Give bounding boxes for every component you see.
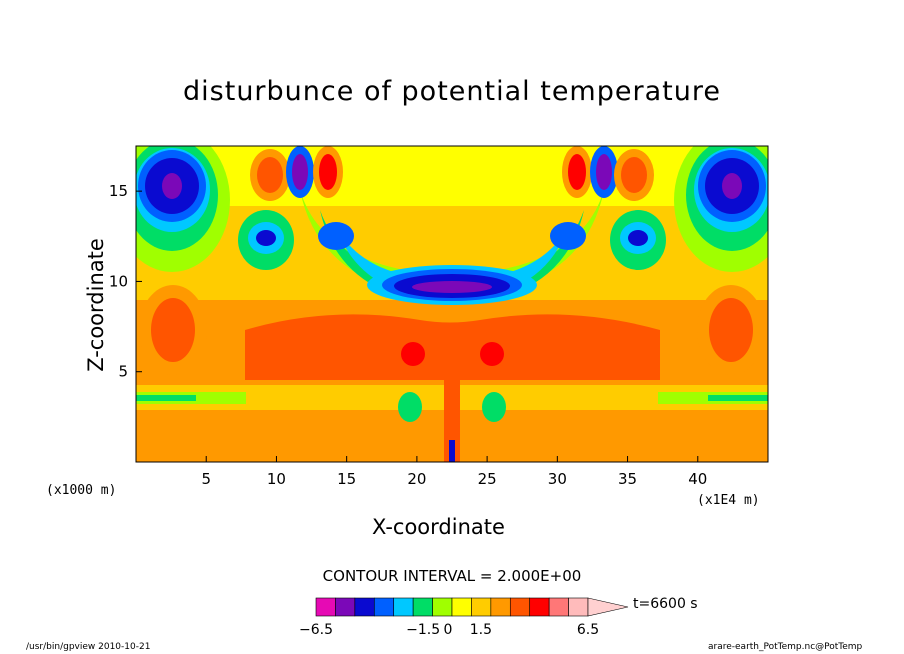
y-axis: 5 10 15 — [109, 182, 142, 381]
chart-title: disturbunce of potential temperature — [183, 76, 721, 107]
colorbar-swatch — [315, 597, 336, 617]
time-label: t=6600 s — [633, 596, 698, 612]
colorbar-swatch — [432, 597, 453, 617]
contour-interval: CONTOUR INTERVAL = 2.000E+00 — [322, 567, 582, 585]
x-tick-label: 15 — [337, 470, 356, 488]
x-tick-label: 5 — [201, 470, 211, 488]
footer-right: arare-earth_PotTemp.nc@PotTemp — [708, 642, 863, 652]
colorbar-swatch — [335, 597, 356, 617]
y-tick-label: 5 — [118, 363, 128, 381]
colorbar-extend-arrow — [587, 597, 629, 617]
colorbar-swatch — [529, 597, 550, 617]
colorbar-swatch — [509, 597, 531, 617]
y-tick-label: 15 — [109, 182, 128, 200]
footer-left: /usr/bin/gpview 2010-10-21 — [26, 642, 151, 652]
x-tick-label: 10 — [267, 470, 286, 488]
x-unit-right: (x1E4 m) — [697, 493, 760, 508]
contour-field — [136, 146, 768, 462]
colorbar-swatch — [451, 597, 472, 617]
colorbar-swatch — [548, 597, 569, 617]
colorbar-label: −6.5 — [299, 622, 333, 638]
x-tick-label: 35 — [618, 470, 637, 488]
colorbar-label: 1.5 — [470, 622, 492, 638]
colorbar: −6.5 −1.5 0 1.5 6.5 — [299, 597, 629, 638]
x-axis: 5 10 15 20 25 30 35 40 — [201, 456, 707, 488]
colorbar-swatch — [393, 597, 414, 617]
x-unit-left: (x1000 m) — [46, 483, 117, 498]
colorbar-label: −1.5 — [406, 622, 440, 638]
colorbar-swatch — [354, 597, 375, 617]
x-tick-label: 40 — [688, 470, 707, 488]
colorbar-swatch — [373, 597, 395, 617]
colorbar-label: 0 — [444, 622, 453, 638]
x-tick-label: 20 — [407, 470, 426, 488]
colorbar-swatch — [471, 597, 492, 617]
colorbar-label: 6.5 — [577, 622, 599, 638]
x-tick-label: 25 — [478, 470, 497, 488]
colorbar-swatch — [412, 597, 433, 617]
x-tick-label: 30 — [548, 470, 567, 488]
y-tick-label: 10 — [109, 272, 128, 290]
x-axis-label: X-coordinate — [372, 515, 505, 539]
colorbar-swatch — [490, 597, 511, 617]
colorbar-swatch — [568, 597, 589, 617]
plot-frame — [135, 145, 769, 463]
y-axis-label: Z-coordinate — [84, 238, 108, 372]
